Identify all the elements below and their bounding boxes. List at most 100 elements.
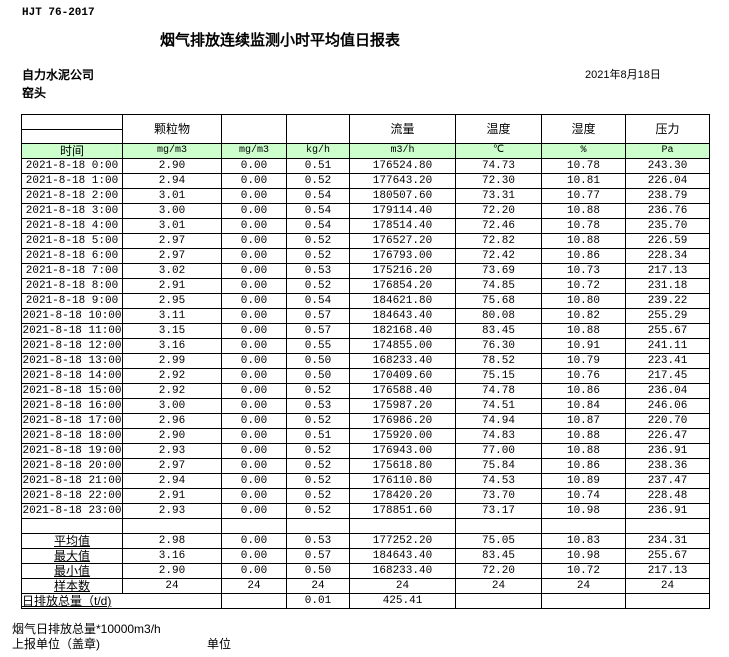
unit-cell: Pa (625, 143, 710, 159)
value-cell: 238.36 (625, 458, 710, 474)
blank-cell (625, 518, 710, 534)
value-cell: 0.00 (221, 278, 287, 294)
value-cell: 10.86 (541, 248, 626, 264)
value-cell: 10.98 (541, 548, 626, 564)
value-cell: 10.72 (541, 563, 626, 579)
table-row: 2021-8-18 10:00 3.11 0.00 0.57 184643.40 80.0… (21, 308, 710, 324)
table-row: 2021-8-18 21:00 2.94 0.00 0.52 176110.80 74.5… (21, 473, 710, 489)
value-cell: 74.85 (455, 278, 542, 294)
blank-cell (455, 593, 542, 609)
value-cell: 73.69 (455, 263, 542, 279)
value-cell: 0.00 (221, 173, 287, 189)
total-row: 日排放总量（t/d) 0.01 425.41 (21, 593, 710, 609)
value-cell: 74.51 (455, 398, 542, 414)
time-cell: 2021-8-18 9:00 (21, 293, 123, 309)
value-cell: 2.98 (122, 533, 222, 549)
value-cell: 241.11 (625, 338, 710, 354)
value-cell: 0.00 (221, 248, 287, 264)
time-cell: 2021-8-18 23:00 (21, 503, 123, 519)
value-cell: 2.90 (122, 428, 222, 444)
value-cell: 0.53 (286, 263, 350, 279)
unit-cell: mg/m3 (122, 143, 222, 159)
stats-row: 最大值 3.16 0.00 0.57 184643.40 83.45 10.98 255.67 (21, 548, 710, 564)
value-cell: 2.97 (122, 458, 222, 474)
value-cell: 0.52 (286, 383, 350, 399)
value-cell: 176588.40 (349, 383, 456, 399)
value-cell: 217.45 (625, 368, 710, 384)
value-cell: 175618.80 (349, 458, 456, 474)
value-cell: 24 (625, 578, 710, 594)
value-cell: 2.97 (122, 233, 222, 249)
unit-cell: mg/m3 (221, 143, 287, 159)
value-cell: 217.13 (625, 563, 710, 579)
table-row: 2021-8-18 8:00 2.91 0.00 0.52 176854.20 74.85… (21, 278, 710, 294)
value-cell: 217.13 (625, 263, 710, 279)
column-header: 压力 (625, 114, 710, 144)
value-cell: 24 (541, 578, 626, 594)
column-header: 湿度 (541, 114, 626, 144)
total-flow: 425.41 (349, 593, 456, 609)
value-cell: 72.46 (455, 218, 542, 234)
value-cell: 0.00 (221, 338, 287, 354)
value-cell: 3.16 (122, 548, 222, 564)
blank-cell (541, 518, 626, 534)
value-cell: 74.78 (455, 383, 542, 399)
value-cell: 2.91 (122, 488, 222, 504)
table-row: 2021-8-18 14:00 2.92 0.00 0.50 170409.60 75.1… (21, 368, 710, 384)
value-cell: 3.02 (122, 263, 222, 279)
value-cell: 3.01 (122, 218, 222, 234)
value-cell: 2.90 (122, 158, 222, 174)
value-cell: 0.00 (221, 398, 287, 414)
time-cell: 2021-8-18 18:00 (21, 428, 123, 444)
value-cell: 0.52 (286, 458, 350, 474)
table-row: 2021-8-18 3:00 3.00 0.00 0.54 179114.40 72.20… (21, 203, 710, 219)
time-cell: 2021-8-18 10:00 (21, 308, 123, 324)
value-cell: 220.70 (625, 413, 710, 429)
value-cell: 0.00 (221, 548, 287, 564)
value-cell: 0.54 (286, 188, 350, 204)
stats-row: 最小值 2.90 0.00 0.50 168233.40 72.20 10.72 217.13 (21, 563, 710, 579)
value-cell: 2.94 (122, 173, 222, 189)
value-cell: 0.57 (286, 308, 350, 324)
value-cell: 0.00 (221, 353, 287, 369)
value-cell: 74.73 (455, 158, 542, 174)
table-row: 2021-8-18 16:00 3.00 0.00 0.53 175987.20 74.5… (21, 398, 710, 414)
value-cell: 226.47 (625, 428, 710, 444)
table-row: 2021-8-18 1:00 2.94 0.00 0.52 177643.20 72.30… (21, 173, 710, 189)
company-name: 自力水泥公司 (22, 68, 95, 82)
value-cell: 0.00 (221, 218, 287, 234)
value-cell: 0.00 (221, 428, 287, 444)
report-table: 颗粒物 流量 温度 湿度 压力 时间 mg/m3 mg/m3 kg/h m3/h… (21, 114, 710, 609)
value-cell: 235.70 (625, 218, 710, 234)
blank-cell (221, 593, 287, 609)
value-cell: 0.00 (221, 233, 287, 249)
value-cell: 10.91 (541, 338, 626, 354)
value-cell: 0.00 (221, 188, 287, 204)
value-cell: 10.81 (541, 173, 626, 189)
value-cell: 3.16 (122, 338, 222, 354)
header-blank-cell (21, 114, 123, 144)
value-cell: 0.00 (221, 413, 287, 429)
stats-row: 样本数 24 24 24 24 24 24 24 (21, 578, 710, 594)
value-cell: 10.78 (541, 158, 626, 174)
value-cell: 10.88 (541, 203, 626, 219)
time-cell: 2021-8-18 4:00 (21, 218, 123, 234)
column-header: 流量 (349, 114, 456, 144)
value-cell: 2.91 (122, 278, 222, 294)
value-cell: 3.11 (122, 308, 222, 324)
column-header (221, 114, 287, 144)
value-cell: 0.52 (286, 503, 350, 519)
value-cell: 170409.60 (349, 368, 456, 384)
blank-cell (122, 518, 222, 534)
table-row: 2021-8-18 2:00 3.01 0.00 0.54 180507.60 73.31… (21, 188, 710, 204)
value-cell: 0.00 (221, 323, 287, 339)
value-cell: 228.34 (625, 248, 710, 264)
table-row: 2021-8-18 15:00 2.92 0.00 0.52 176588.40 74.7… (21, 383, 710, 399)
value-cell: 243.30 (625, 158, 710, 174)
value-cell: 10.98 (541, 503, 626, 519)
value-cell: 0.55 (286, 338, 350, 354)
value-cell: 236.04 (625, 383, 710, 399)
value-cell: 0.52 (286, 173, 350, 189)
time-cell: 2021-8-18 2:00 (21, 188, 123, 204)
value-cell: 0.54 (286, 203, 350, 219)
